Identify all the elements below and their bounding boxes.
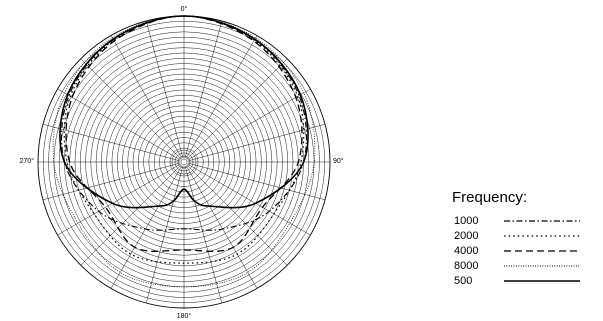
polar-chart: 0° 90° 180° 270° xyxy=(20,5,344,320)
grid-spoke xyxy=(145,165,184,304)
grid-spoke xyxy=(80,58,182,160)
legend-swatch xyxy=(504,219,580,222)
grid-spoke xyxy=(80,164,182,266)
grid-hub-ring xyxy=(180,158,188,166)
legend-entries: 1000 2000 4000 8000 500 xyxy=(452,213,602,288)
series-line-1000 xyxy=(61,15,307,231)
legend-swatch xyxy=(504,234,580,237)
grid-spoke xyxy=(184,165,223,304)
legend: Frequency: 1000 2000 4000 8000 500 xyxy=(452,189,602,288)
legend-entry-500: 500 xyxy=(452,273,602,288)
legend-title: Frequency: xyxy=(452,189,528,206)
grid-spoke xyxy=(42,162,181,201)
polar-grid xyxy=(37,15,331,309)
grid-spoke xyxy=(57,88,181,161)
grid-spoke xyxy=(187,162,326,201)
series-line-4000 xyxy=(65,15,303,252)
legend-swatch xyxy=(504,279,580,282)
legend-label: 2000 xyxy=(454,229,479,242)
legend-entry-4000: 4000 xyxy=(452,243,602,258)
legend-label: 4000 xyxy=(454,244,479,257)
grid-spoke xyxy=(186,164,288,266)
legend-label: 500 xyxy=(454,274,473,287)
grid-spoke xyxy=(110,165,183,289)
angle-label-270: 270° xyxy=(20,157,35,165)
grid-spoke xyxy=(57,163,181,236)
grid-spoke xyxy=(187,88,311,161)
grid-spoke xyxy=(185,35,258,159)
legend-label: 1000 xyxy=(454,214,479,227)
legend-entry-2000: 2000 xyxy=(452,228,602,243)
angle-label-180: 180° xyxy=(177,312,192,320)
legend-label: 8000 xyxy=(454,259,479,272)
grid-spoke xyxy=(145,20,184,159)
legend-entry-1000: 1000 xyxy=(452,213,602,228)
grid-spoke xyxy=(185,165,258,289)
grid-spoke xyxy=(187,163,311,236)
legend-swatch xyxy=(504,249,580,252)
grid-spoke xyxy=(110,35,183,159)
legend-entry-8000: 8000 xyxy=(452,258,602,273)
series-group xyxy=(52,15,316,288)
angle-label-0: 0° xyxy=(181,5,188,13)
grid-spoke xyxy=(186,58,288,160)
series-line-8000 xyxy=(52,15,316,288)
legend-swatch xyxy=(504,264,580,267)
series-line-500 xyxy=(59,15,309,209)
series-line-2000 xyxy=(63,15,305,264)
grid-spoke xyxy=(184,20,223,159)
grid-spoke xyxy=(42,123,181,162)
angle-label-90: 90° xyxy=(333,157,344,165)
